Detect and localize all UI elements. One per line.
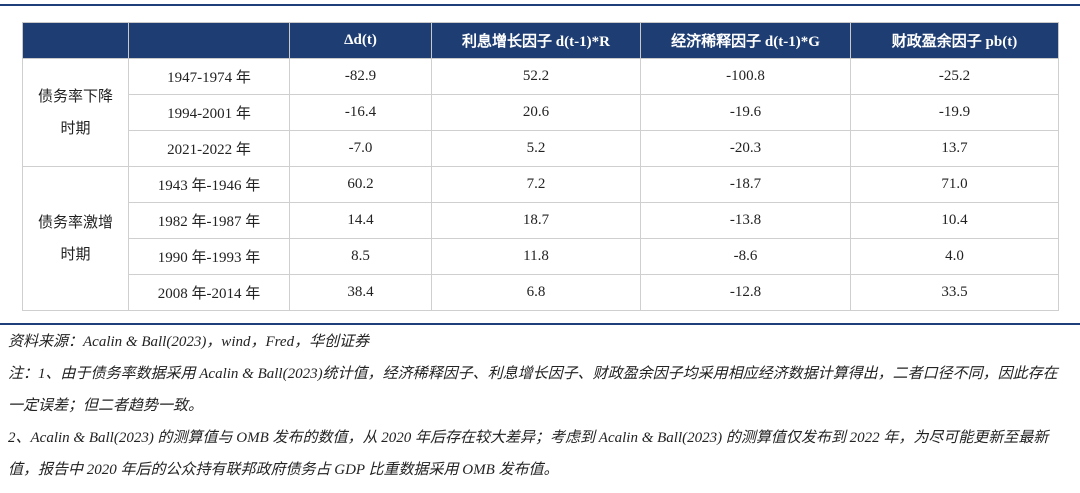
- table-row: 1994-2001 年 -16.4 20.6 -19.6 -19.9: [23, 94, 1059, 131]
- period-cell: 1947-1974 年: [128, 58, 290, 95]
- header-cell: 财政盈余因子 pb(t): [850, 22, 1059, 59]
- header-cell: Δd(t): [289, 22, 432, 59]
- value-cell: -82.9: [289, 58, 432, 95]
- header-cell: 经济稀释因子 d(t-1)*G: [640, 22, 851, 59]
- period-cell: 1994-2001 年: [128, 94, 290, 131]
- note-item: 注：1、由于债务率数据采用 Acalin & Ball(2023)统计值，经济稀…: [8, 366, 1058, 414]
- value-cell: -12.8: [640, 274, 851, 311]
- table-row: 债务率激增时期 1943 年-1946 年 60.2 7.2 -18.7 71.0: [22, 166, 1059, 311]
- table-row: 2021-2022 年 -7.0 5.2 -20.3 13.7: [23, 130, 1059, 167]
- value-cell: 60.2: [289, 166, 432, 203]
- value-cell: 4.0: [850, 238, 1059, 275]
- source-note: 资料来源：Acalin & Ball(2023)，wind，Fred，华创证券: [8, 334, 370, 350]
- value-cell: 38.4: [289, 274, 432, 311]
- table: Δd(t) 利息增长因子 d(t-1)*R 经济稀释因子 d(t-1)*G 财政盈余因…: [22, 22, 1059, 311]
- value-cell: 14.4: [289, 202, 432, 239]
- value-cell: 10.4: [850, 202, 1059, 239]
- group-label: 债务率激增时期: [38, 214, 114, 263]
- bottom-rule: [0, 323, 1080, 325]
- value-cell: 8.5: [289, 238, 432, 275]
- period-cell: 2021-2022 年: [128, 130, 290, 167]
- period-cell: 1990 年-1993 年: [128, 238, 290, 275]
- value-cell: 11.8: [431, 238, 641, 275]
- period-cell: 1943 年-1946 年: [128, 166, 290, 203]
- value-cell: 6.8: [431, 274, 641, 311]
- value-cell: 13.7: [850, 130, 1059, 167]
- table-row: 1982 年-1987 年 14.4 18.7 -13.8 10.4: [23, 202, 1059, 239]
- table-row: 1990 年-1993 年 8.5 11.8 -8.6 4.0: [23, 238, 1059, 275]
- value-cell: -25.2: [850, 58, 1059, 95]
- table-body: 债务率下降时期 1947-1974 年 -82.9 52.2 -100.8 -25.2 19…: [22, 58, 1059, 311]
- group-cell: 债务率下降时期: [22, 58, 129, 167]
- value-cell: -19.6: [640, 94, 851, 131]
- value-cell: -100.8: [640, 58, 851, 95]
- top-rule: [0, 4, 1080, 6]
- value-cell: 18.7: [431, 202, 641, 239]
- header-cell: [128, 22, 290, 59]
- value-cell: 33.5: [850, 274, 1059, 311]
- period-cell: 1982 年-1987 年: [128, 202, 290, 239]
- value-cell: -8.6: [640, 238, 851, 275]
- value-cell: -19.9: [850, 94, 1059, 131]
- value-cell: 5.2: [431, 130, 641, 167]
- header-row: Δd(t) 利息增长因子 d(t-1)*R 经济稀释因子 d(t-1)*G 财政盈余因…: [22, 22, 1059, 59]
- note-item: 2、Acalin & Ball(2023) 的测算值与 OMB 发布的数值，从 …: [8, 430, 1049, 478]
- value-cell: 71.0: [850, 166, 1059, 203]
- value-cell: 7.2: [431, 166, 641, 203]
- value-cell: 52.2: [431, 58, 641, 95]
- value-cell: -18.7: [640, 166, 851, 203]
- value-cell: -20.3: [640, 130, 851, 167]
- value-cell: -7.0: [289, 130, 432, 167]
- group-cell: 债务率激增时期: [22, 166, 129, 311]
- value-cell: -13.8: [640, 202, 851, 239]
- group-label: 债务率下降时期: [38, 88, 114, 137]
- header-cell: [22, 22, 129, 59]
- value-cell: -16.4: [289, 94, 432, 131]
- table-row: 债务率下降时期 1947-1974 年 -82.9 52.2 -100.8 -25.2: [22, 58, 1059, 167]
- notes: 资料来源：Acalin & Ball(2023)，wind，Fred，华创证券注…: [8, 326, 1066, 486]
- header-cell: 利息增长因子 d(t-1)*R: [431, 22, 641, 59]
- table-row: 2008 年-2014 年 38.4 6.8 -12.8 33.5: [23, 274, 1059, 311]
- value-cell: 20.6: [431, 94, 641, 131]
- period-cell: 2008 年-2014 年: [128, 274, 290, 311]
